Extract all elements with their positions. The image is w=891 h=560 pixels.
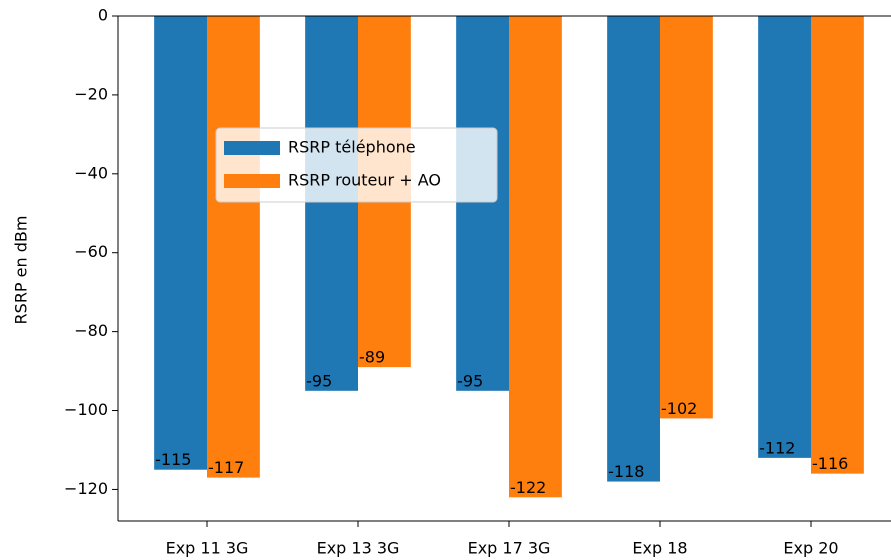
value-label: -116 <box>812 454 848 473</box>
y-tick-label: −100 <box>64 400 108 419</box>
bar <box>811 16 864 474</box>
legend-box <box>215 127 498 203</box>
bar <box>607 16 660 482</box>
bar <box>207 16 260 478</box>
y-axis-label: RSRP en dBm <box>12 216 31 325</box>
value-label: -102 <box>661 399 697 418</box>
bar <box>305 16 358 391</box>
y-tick-label: −60 <box>74 242 108 261</box>
x-tick-label: Exp 18 <box>632 539 687 558</box>
value-label: -118 <box>608 462 644 481</box>
legend-label: RSRP routeur + AO <box>288 171 441 190</box>
y-tick-label: −120 <box>64 479 108 498</box>
value-label: -89 <box>359 348 385 367</box>
bar <box>758 16 811 458</box>
legend-label: RSRP téléphone <box>288 138 416 157</box>
bar <box>154 16 207 470</box>
x-tick-label: Exp 20 <box>783 539 838 558</box>
value-label: -115 <box>155 450 191 469</box>
bar <box>509 16 562 498</box>
bar <box>660 16 713 419</box>
x-tick-label: Exp 11 3G <box>166 539 249 558</box>
bar <box>456 16 509 391</box>
y-tick-label: 0 <box>98 6 108 25</box>
legend-swatch <box>224 141 280 155</box>
value-label: -95 <box>306 371 332 390</box>
y-tick-label: −40 <box>74 163 108 182</box>
value-label: -122 <box>510 478 546 497</box>
legend-swatch <box>224 174 280 188</box>
value-label: -112 <box>759 438 795 457</box>
y-tick-label: −20 <box>74 84 108 103</box>
x-tick-label: Exp 13 3G <box>317 539 400 558</box>
x-tick-label: Exp 17 3G <box>468 539 551 558</box>
value-label: -117 <box>208 458 244 477</box>
value-label: -95 <box>457 371 483 390</box>
y-tick-label: −80 <box>74 321 108 340</box>
